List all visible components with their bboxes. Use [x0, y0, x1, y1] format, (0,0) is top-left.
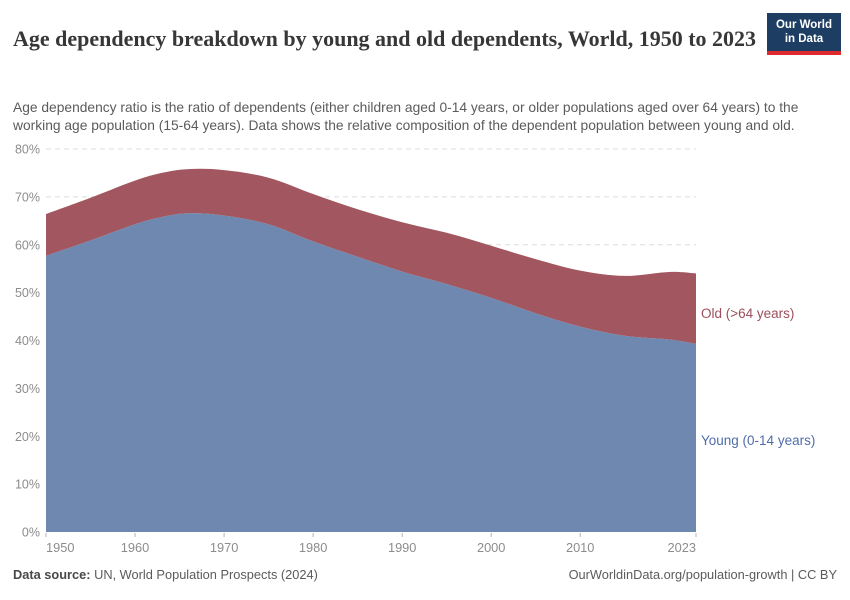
x-axis-label-2023: 2023 [668, 540, 696, 555]
owid-logo-line1: Our World [775, 19, 832, 31]
chart-title: Age dependency breakdown by young and ol… [13, 25, 757, 51]
data-source-text: UN, World Population Prospects (2024) [90, 567, 318, 582]
y-axis-label-0: 0% [22, 526, 40, 540]
y-axis-label-20: 20% [15, 430, 40, 444]
series-label-young[interactable]: Young (0-14 years) [701, 433, 816, 448]
series-label-old[interactable]: Old (>64 years) [701, 306, 795, 321]
area-young[interactable] [46, 213, 696, 533]
x-axis-label-1980: 1980 [299, 540, 327, 555]
x-axis-label-2010: 2010 [566, 540, 594, 555]
y-axis-label-40: 40% [15, 334, 40, 348]
owid-logo[interactable]: Our World in Data [767, 13, 841, 55]
y-axis-label-60: 60% [15, 238, 40, 252]
area-old[interactable] [46, 168, 696, 344]
chart-subtitle: Age dependency ratio is the ratio of dep… [13, 99, 799, 134]
x-axis-label-1960: 1960 [121, 540, 149, 555]
x-axis-label-1950: 1950 [46, 540, 74, 555]
x-axis-label-1990: 1990 [388, 540, 416, 555]
y-axis-label-10: 10% [15, 478, 40, 492]
y-axis-label-30: 30% [15, 382, 40, 396]
x-axis-label-1970: 1970 [210, 540, 238, 555]
license-link[interactable]: OurWorldinData.org/population-growth | C… [568, 567, 837, 582]
chart-footer: Data source: UN, World Population Prospe… [13, 567, 837, 582]
data-source-label: Data source: [13, 567, 91, 582]
y-axis-label-70: 70% [15, 190, 40, 204]
data-source-note: Data source: UN, World Population Prospe… [13, 567, 318, 582]
y-axis-label-80: 80% [15, 143, 40, 157]
owid-logo-line2: in Data [784, 32, 824, 45]
x-axis-label-2000: 2000 [477, 540, 505, 555]
y-axis-label-50: 50% [15, 286, 40, 300]
